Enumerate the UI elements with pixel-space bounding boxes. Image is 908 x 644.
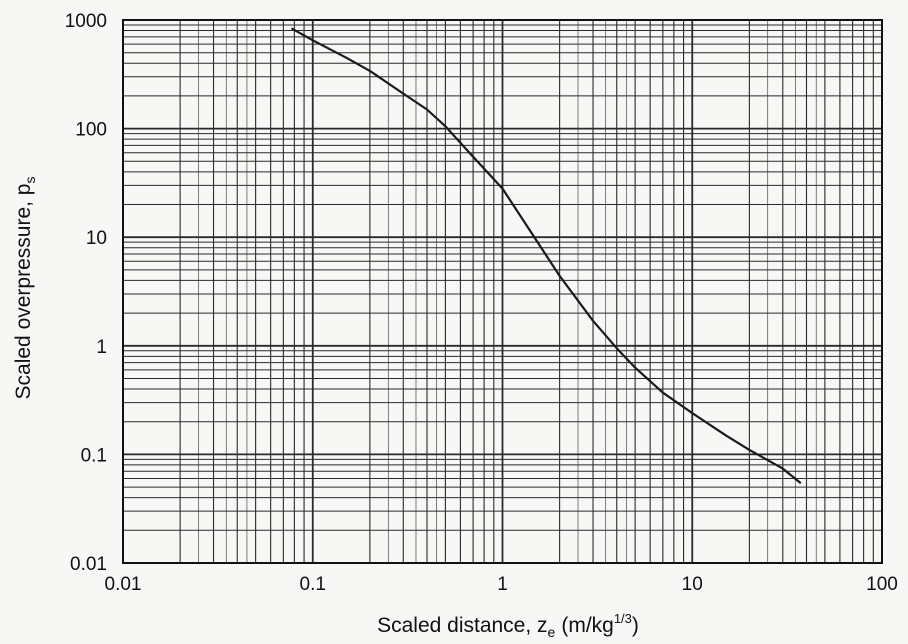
- x-tick-label: 0.01: [105, 574, 142, 595]
- series-group: [291, 27, 802, 484]
- y-tick-label: 0.1: [81, 445, 107, 466]
- y-tick-label: 1: [96, 337, 107, 358]
- y-tick-label: 1000: [65, 11, 107, 32]
- grid: [122, 20, 882, 564]
- overpressure-curve: [291, 27, 802, 484]
- y-tick-labels: 0.01 0.1 1 10 100 1000: [65, 11, 107, 575]
- x-tick-label: 10: [682, 574, 703, 595]
- x-tick-label: 100: [866, 574, 898, 595]
- x-tick-label: 0.1: [300, 574, 326, 595]
- x-axis-title: Scaled distance, ze (m/kg1/3): [377, 611, 639, 640]
- y-tick-label: 0.01: [70, 554, 107, 575]
- plot-frame: [122, 19, 883, 564]
- x-tick-label: 1: [497, 574, 508, 595]
- y-tick-label: 100: [75, 120, 107, 141]
- x-tick-labels: 0.01 0.1 1 10 100: [105, 574, 898, 595]
- y-axis-title: Scaled overpressure, ps: [12, 177, 38, 400]
- y-tick-label: 10: [86, 228, 107, 249]
